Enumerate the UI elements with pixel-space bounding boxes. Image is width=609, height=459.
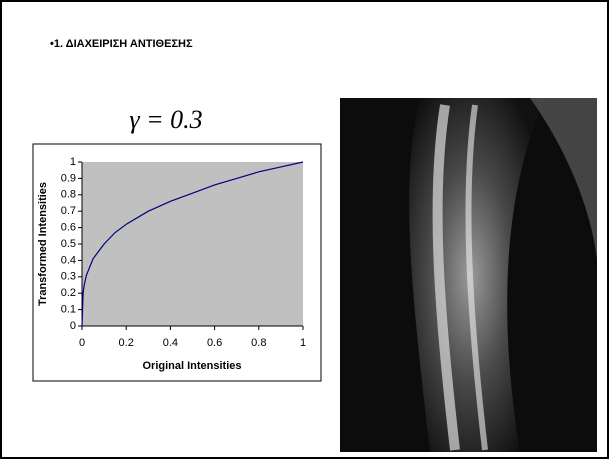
y-tick-label: 1 (70, 156, 76, 168)
y-tick-label: 0.5 (61, 238, 76, 250)
x-tick-label: 1 (300, 337, 306, 349)
x-tick-label: 0.6 (207, 337, 222, 349)
slide-title: •1. ΔΙΑΧΕΙΡΙΣΗ ΑΝΤΙΘΕΣΗΣ (50, 38, 193, 50)
y-tick-label: 0.4 (61, 254, 76, 266)
y-tick-label: 0.3 (61, 271, 76, 283)
x-axis-label: Original Intensities (142, 360, 241, 372)
x-tick-label: 0.4 (163, 337, 178, 349)
y-tick-label: 0 (70, 320, 76, 332)
x-tick-label: 0 (79, 337, 85, 349)
chart-title: γ = 0.3 (129, 105, 202, 134)
y-tick-label: 0.9 (61, 172, 76, 184)
mri-image (340, 98, 597, 452)
x-tick-label: 0.2 (119, 337, 134, 349)
y-tick-label: 0.1 (61, 304, 76, 316)
slide: •1. ΔΙΑΧΕΙΡΙΣΗ ΑΝΤΙΘΕΣΗΣ γ = 0.3 Origina… (0, 0, 609, 459)
y-tick-label: 0.7 (61, 205, 76, 217)
y-tick-label: 0.2 (61, 287, 76, 299)
y-tick-label: 0.8 (61, 189, 76, 201)
x-tick-label: 0.8 (251, 337, 266, 349)
y-axis-label: Transformed Intensities (37, 182, 49, 306)
y-tick-label: 0.6 (61, 222, 76, 234)
plot-area (82, 162, 303, 326)
